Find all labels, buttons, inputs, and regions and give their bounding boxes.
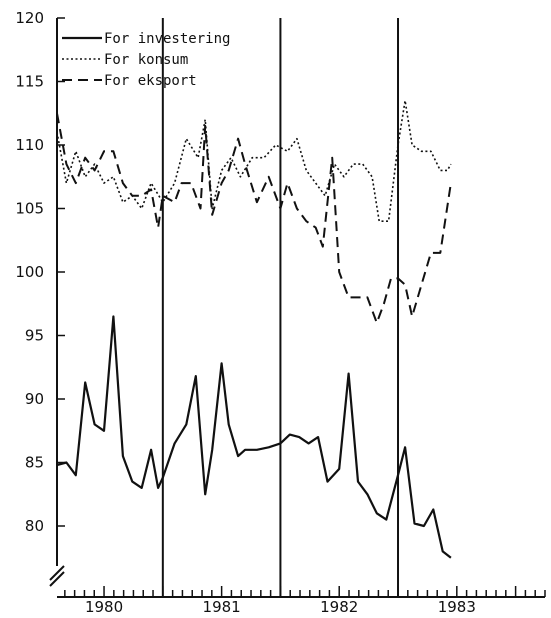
x-tick-label: 1982: [320, 598, 358, 616]
legend-label: For konsum: [104, 52, 188, 68]
legend-label: For investering: [104, 31, 230, 47]
x-tick-label: 1981: [203, 598, 241, 616]
x-axis-ticks: 1980 1981 1982 1983: [64, 586, 546, 616]
y-axis-ticks: 80 85 90 95 100 105 110 115 120: [15, 9, 65, 535]
x-tick-label: 1983: [438, 598, 476, 616]
series-line-dotted: [56, 99, 452, 222]
y-tick-label: 110: [15, 136, 44, 154]
y-axis-break: [49, 565, 65, 587]
series-line-dashed: [56, 113, 452, 324]
y-tick-label: 80: [25, 517, 44, 535]
y-tick-label: 115: [15, 73, 44, 91]
legend: For investering For konsum For eksport: [62, 31, 230, 89]
year-dividers: [161, 18, 400, 597]
y-tick-label: 90: [25, 390, 44, 408]
y-tick-label: 100: [15, 263, 44, 281]
plot-area: [49, 18, 545, 598]
y-tick-label: 85: [25, 454, 44, 472]
x-tick-label: 1980: [85, 598, 123, 616]
y-tick-label: 95: [25, 327, 44, 345]
series-line-solid: [56, 315, 452, 559]
y-tick-label: 120: [15, 9, 44, 27]
y-tick-label: 105: [15, 200, 44, 218]
series-lines: [56, 99, 452, 559]
legend-label: For eksport: [104, 73, 197, 89]
